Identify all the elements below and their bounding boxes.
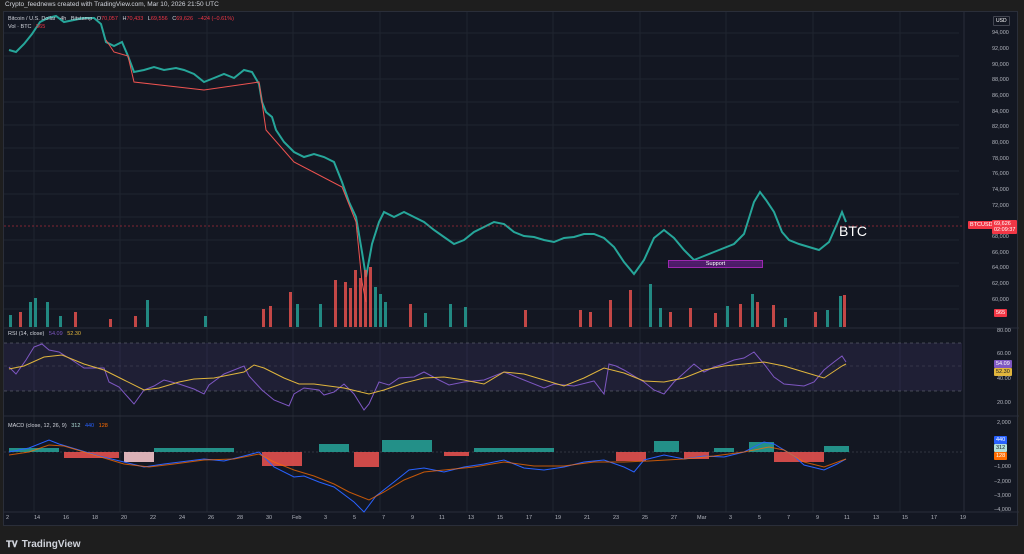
- volume-value: 565: [36, 24, 46, 30]
- close-value: 69,626: [176, 16, 194, 22]
- high-label: H: [122, 16, 127, 22]
- y-tick: 68,000: [992, 234, 1009, 240]
- volume-bars: [9, 267, 846, 327]
- y-tick: 66,000: [992, 250, 1009, 256]
- macd-tag: 440: [994, 436, 1008, 444]
- rsi-ma-line: [8, 354, 847, 395]
- macd-label: MACD (close, 12, 26, 9): [8, 423, 67, 429]
- exchange: Bitstamp: [70, 16, 93, 22]
- volume-legend[interactable]: Vol · BTC 565: [8, 24, 48, 30]
- volume-tag: 565: [994, 309, 1008, 317]
- macd-tick: −2,000: [994, 479, 1011, 485]
- macd-signal-value: 128: [98, 423, 108, 429]
- time-axis[interactable]: 2 14 16 18 20 22 24 26 28 30 Feb 3 5 7 9…: [6, 515, 967, 521]
- low-value: 69,556: [150, 16, 168, 22]
- volume-label: Vol · BTC: [8, 24, 32, 30]
- macd-tick: −4,000: [994, 507, 1011, 513]
- open-label: O: [96, 16, 102, 22]
- rsi-tick: 80.00: [997, 328, 1011, 334]
- rsi-tick: 20.00: [997, 400, 1011, 406]
- rsi-tick: 60.00: [997, 351, 1011, 357]
- signal-line: [8, 444, 847, 501]
- rsi-tick: 40.00: [997, 376, 1011, 382]
- rsi-tag: 54.09: [994, 360, 1012, 368]
- macd-signal-tag: 128: [994, 452, 1008, 460]
- symbol-legend[interactable]: Bitcoin / U.S. Dollar 4h Bitstamp O70,05…: [8, 16, 237, 22]
- change-value: −424 (−0.61%): [197, 16, 234, 22]
- y-tick: 94,000: [992, 30, 1009, 36]
- currency-button[interactable]: USD: [993, 16, 1010, 26]
- chart-area[interactable]: Bitcoin / U.S. Dollar 4h Bitstamp O70,05…: [3, 11, 1019, 527]
- y-tick: 78,000: [992, 156, 1009, 162]
- macd-histogram: [9, 440, 849, 467]
- macd-tick: −3,000: [994, 493, 1011, 499]
- y-tick: 72,000: [992, 203, 1009, 209]
- interval: 4h: [60, 16, 67, 22]
- close-label: C: [172, 16, 177, 22]
- y-tick: 84,000: [992, 109, 1009, 115]
- macd-hist-tag: 312: [994, 444, 1008, 452]
- macd-line: [8, 439, 847, 513]
- btc-annotation[interactable]: BTC: [839, 223, 867, 239]
- macd-tick: 2,000: [997, 420, 1011, 426]
- price-candles: [8, 14, 847, 303]
- y-tick: 88,000: [992, 77, 1009, 83]
- low-label: L: [147, 16, 151, 22]
- macd-hist-value: 312: [71, 423, 81, 429]
- chart-canvas[interactable]: [4, 12, 1019, 527]
- rsi-ma-value: 52.30: [67, 331, 81, 337]
- last-price: 69,626: [994, 221, 1011, 227]
- symbol-tag: BTCUSD: [968, 221, 995, 229]
- credit-text: Crypto_feednews created with TradingView…: [5, 1, 219, 8]
- open-value: 70,057: [101, 16, 118, 22]
- rsi-label: RSI (14, close): [8, 331, 45, 337]
- symbol-name: Bitcoin / U.S. Dollar: [8, 16, 56, 22]
- footer: [0, 527, 1024, 554]
- tradingview-brand-text: TradingView: [21, 539, 81, 550]
- y-tick: 86,000: [992, 93, 1009, 99]
- y-tick: 76,000: [992, 171, 1009, 177]
- rsi-ma-tag: 52.30: [994, 368, 1012, 376]
- y-tick: 74,000: [992, 187, 1009, 193]
- bar-countdown: 02:09:37: [994, 227, 1016, 233]
- top-bar: Crypto_feednews created with TradingView…: [0, 0, 1024, 11]
- last-price-tag: 69,626 02:09:37: [992, 220, 1018, 234]
- rsi-line: [8, 343, 847, 411]
- y-tick: 64,000: [992, 265, 1009, 271]
- y-tick: 92,000: [992, 46, 1009, 52]
- y-tick: 90,000: [992, 62, 1009, 68]
- rsi-legend[interactable]: RSI (14, close) 54.09 52.30: [8, 331, 84, 337]
- tradingview-logo[interactable]: 𝐓𝐕 TradingView: [6, 539, 81, 550]
- tradingview-logo-icon: 𝐓𝐕: [6, 539, 18, 549]
- high-value: 70,433: [126, 16, 144, 22]
- y-tick: 62,000: [992, 281, 1009, 287]
- y-tick: 60,000: [992, 297, 1009, 303]
- macd-tick: −1,000: [994, 464, 1011, 470]
- y-tick: 80,000: [992, 140, 1009, 146]
- rsi-value: 54.09: [48, 331, 63, 337]
- macd-value: 440: [84, 423, 95, 429]
- support-zone[interactable]: Support: [668, 260, 763, 268]
- macd-legend[interactable]: MACD (close, 12, 26, 9) 312 440 128: [8, 423, 111, 429]
- y-tick: 82,000: [992, 124, 1009, 130]
